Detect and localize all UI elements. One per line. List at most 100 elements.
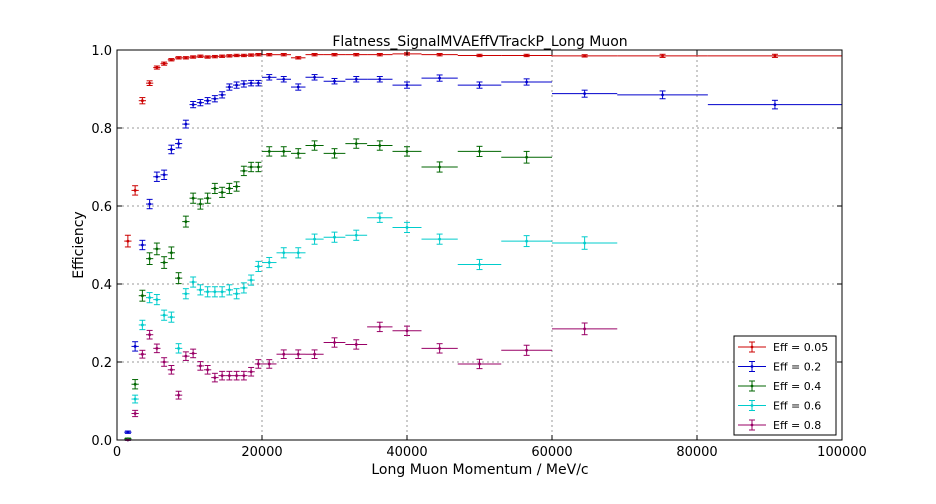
data-point: [378, 216, 382, 220]
data-point: [378, 77, 382, 81]
data-point: [478, 362, 481, 366]
data-point: [140, 99, 144, 103]
data-point: [133, 412, 137, 415]
data-point: [378, 53, 382, 57]
data-point: [438, 165, 442, 169]
data-point: [378, 144, 382, 147]
x-axis-label: Long Muon Momentum / MeV/c: [371, 462, 588, 478]
y-tick-label: 1.0: [91, 44, 112, 59]
data-point: [333, 151, 336, 155]
data-point: [235, 54, 239, 57]
data-point: [333, 341, 336, 344]
x-tick-label: 20000: [241, 445, 282, 460]
data-point: [169, 251, 173, 255]
y-tick-label: 0.2: [91, 356, 112, 371]
data-point: [267, 261, 271, 264]
data-point: [267, 362, 271, 366]
data-point: [148, 257, 152, 261]
data-point: [249, 165, 253, 169]
ticks: 0 20000 40000 60000 80000 100000 0.0 0.2 0.4 0.6 0…: [91, 44, 867, 460]
plot-frame: [116, 49, 843, 441]
x-tick-label: 100000: [817, 445, 867, 460]
data-point: [220, 374, 224, 378]
data-point: [206, 55, 210, 59]
data-point: [282, 251, 286, 255]
data-point: [126, 430, 130, 434]
legend: Eff = 0.05 Eff = 0.2 Eff = 0.4 Eff = 0.6 Eff…: [733, 335, 837, 436]
data-point: [438, 53, 442, 57]
data-point: [235, 185, 239, 188]
data-point: [162, 360, 166, 364]
data-point: [184, 122, 188, 126]
data-point: [162, 261, 166, 264]
data-point: [227, 187, 231, 190]
y-axis-label: Efficiency: [71, 211, 87, 278]
data-point: [191, 352, 195, 355]
data-point: [206, 290, 210, 294]
legend-label: Eff = 0.8: [773, 419, 821, 432]
data-point: [256, 165, 260, 169]
legend-marker-dot: [750, 423, 754, 427]
data-point: [478, 83, 481, 87]
series-1: [124, 74, 842, 434]
data-point: [198, 364, 202, 368]
data-point: [133, 382, 137, 386]
data-point: [267, 53, 271, 57]
data-point: [227, 374, 231, 378]
data-point: [296, 352, 300, 356]
data-point: [242, 374, 246, 378]
data-point: [198, 54, 202, 58]
data-point: [438, 237, 442, 241]
data-point: [213, 290, 217, 294]
data-point: [140, 294, 144, 298]
data-point: [583, 54, 587, 58]
data-point: [256, 265, 260, 268]
data-point: [155, 175, 159, 179]
data-point: [169, 368, 173, 372]
data-point: [583, 92, 587, 96]
data-point: [354, 343, 358, 346]
data-point: [184, 292, 188, 296]
data-point: [249, 81, 253, 85]
data-point: [133, 189, 137, 192]
data-point: [169, 148, 173, 151]
data-point: [148, 81, 152, 85]
data-point: [213, 55, 217, 59]
data-point: [162, 62, 166, 66]
data-point: [256, 53, 260, 57]
data-point: [162, 173, 166, 177]
data-point: [296, 251, 300, 255]
x-tick-label: 80000: [676, 445, 717, 460]
data-point: [206, 196, 210, 200]
data-point: [220, 290, 224, 294]
data-point: [405, 329, 409, 333]
data-point: [282, 77, 286, 81]
chart-title: Flatness_SignalMVAEffVTrackP_Long Muon: [332, 34, 627, 50]
x-tick-label: 0: [113, 445, 121, 460]
data-point: [378, 325, 382, 329]
legend-label: Eff = 0.4: [773, 380, 821, 393]
series-2: [124, 138, 552, 441]
data-point: [773, 103, 777, 106]
data-point: [525, 54, 529, 57]
data-point: [242, 82, 246, 86]
data-point: [478, 150, 481, 153]
data-point: [773, 54, 777, 58]
data-point: [177, 276, 181, 280]
data-point: [220, 93, 224, 97]
legend-marker-dot: [750, 384, 754, 388]
data-point: [177, 393, 181, 397]
y-tick-label: 0.0: [91, 434, 112, 449]
y-tick-label: 0.6: [91, 200, 112, 215]
data-point: [191, 196, 195, 200]
data-point: [126, 239, 130, 243]
series-3: [124, 212, 618, 442]
data-point: [184, 56, 188, 60]
data-point: [191, 103, 195, 106]
data-point: [354, 77, 358, 81]
data-point: [661, 93, 664, 97]
data-point: [184, 354, 188, 358]
series-layer: [124, 52, 842, 442]
data-point: [227, 54, 231, 58]
legend-marker-dot: [750, 345, 754, 349]
